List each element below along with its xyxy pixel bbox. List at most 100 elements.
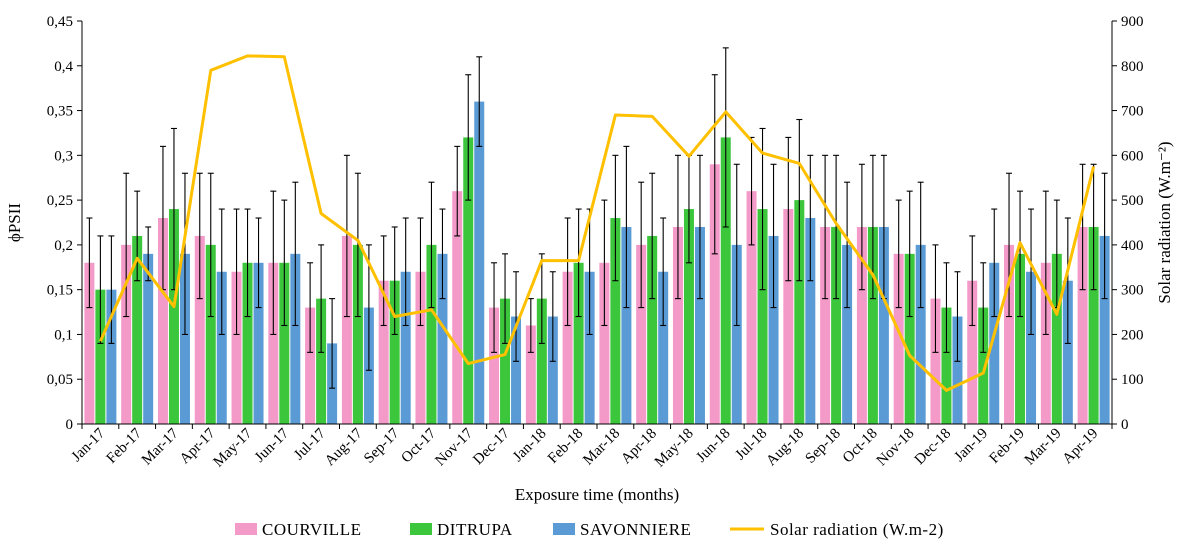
solar-radiation-line [99,54,1096,392]
bar-ditrupa-17 [720,137,731,424]
bar-ditrupa-26 [1051,253,1062,424]
bar-ditrupa-8 [389,280,400,424]
y2-tick-label-9: 900 [1121,14,1144,30]
bar-courville-16 [672,226,683,424]
bar-courville-5 [268,262,279,424]
bar-ditrupa-4 [242,262,253,424]
bar-savonniere-5 [290,253,301,424]
bar-savonniere-18 [768,235,779,424]
bar-courville-0 [84,262,95,424]
x-tick-label-12: Jan-18 [510,426,550,466]
bar-savonniere-23 [952,316,963,424]
x-tick-label-17: Jun-18 [693,426,733,466]
bar-ditrupa-7 [352,244,363,424]
bar-ditrupa-21 [867,226,878,424]
bar-savonniere-24 [989,262,1000,424]
bar-courville-14 [599,262,610,424]
bar-savonniere-21 [878,226,889,424]
y2-axis-title: Solar radiation (W.m⁻²) [1155,141,1174,303]
x-tick-label-11: Dec-17 [470,425,513,468]
x-tick-label-25: Feb-19 [986,426,1027,467]
x-tick-label-8: Sep-17 [361,425,403,467]
x-tick-label-26: Mar-19 [1022,426,1065,469]
bar-courville-12 [525,325,536,424]
bar-savonniere-8 [400,271,411,424]
bar-ditrupa-22 [904,253,915,424]
x-tick-label-21: Oct-18 [840,426,881,467]
x-tick-label-27: Apr-19 [1060,426,1102,468]
bar-courville-23 [930,298,941,424]
x-tick-label-23: Dec-18 [912,426,955,469]
bar-ditrupa-13 [573,262,584,424]
bar-courville-8 [378,280,389,424]
x-tick-label-13: Feb-18 [545,426,586,467]
bar-courville-3 [194,235,205,424]
y2-tick-label-8: 800 [1121,59,1144,75]
bar-ditrupa-5 [279,262,290,424]
legend-label-solar-radiation-w-m-2-: Solar radiation (W.m-2) [770,520,944,539]
legend-label-courville: COURVILLE [262,520,361,539]
bar-courville-17 [709,164,720,425]
bars-layer [84,101,1110,425]
bar-courville-18 [746,191,757,424]
legend-swatch-courville [235,523,257,535]
bar-courville-26 [1040,262,1051,424]
bar-courville-21 [856,226,867,424]
y2-tick-label-1: 100 [1121,372,1144,388]
y2-tick-label-6: 600 [1121,148,1144,164]
bar-courville-24 [967,280,978,424]
bar-ditrupa-27 [1088,226,1099,424]
bar-ditrupa-24 [978,307,989,424]
y-tick-label-7: 0,35 [47,104,73,120]
bar-courville-15 [636,244,647,424]
bar-savonniere-4 [253,262,264,424]
y-tick-label-4: 0,2 [54,238,73,254]
bar-savonniere-15 [658,271,669,424]
bar-courville-4 [231,271,242,424]
legend-label-ditrupa: DITRUPA [437,520,513,539]
y2-tick-label-2: 200 [1121,327,1144,343]
legend-swatch-ditrupa [410,523,432,535]
bar-savonniere-22 [915,244,926,424]
bar-ditrupa-9 [426,244,437,424]
legend-swatch-savonniere [553,523,575,535]
x-tick-label-22: Nov-18 [874,426,918,470]
y-tick-label-9: 0,45 [47,14,73,30]
x-tick-label-16: May-18 [652,426,697,471]
bar-savonniere-1 [143,253,154,424]
bar-ditrupa-20 [831,226,842,424]
bar-savonniere-2 [179,253,190,424]
bar-courville-19 [783,209,794,424]
bar-ditrupa-6 [316,298,327,424]
bar-ditrupa-23 [941,307,952,424]
bar-savonniere-11 [511,316,522,424]
bar-courville-9 [415,271,426,424]
bar-courville-22 [893,253,904,424]
y2-tick-label-4: 400 [1121,238,1144,254]
bar-savonniere-16 [694,226,705,424]
y-tick-label-3: 0,15 [47,283,73,299]
bar-ditrupa-18 [757,209,768,424]
bar-courville-1 [121,244,132,424]
x-tick-label-19: Aug-18 [763,426,807,470]
bar-savonniere-13 [584,271,595,424]
bar-courville-11 [489,307,500,424]
bar-savonniere-0 [106,289,117,424]
x-tick-label-14: Mar-18 [580,426,623,469]
bar-courville-13 [562,271,573,424]
x-tick-label-0: Jan-17 [69,425,109,465]
bar-courville-6 [305,307,316,424]
bar-courville-7 [341,235,352,424]
bar-ditrupa-3 [205,244,216,424]
y-tick-label-1: 0,05 [47,372,73,388]
bar-ditrupa-14 [610,218,621,424]
bar-savonniere-20 [842,244,853,424]
bar-ditrupa-12 [536,298,547,424]
y2-tick-label-7: 700 [1121,104,1144,120]
bar-ditrupa-10 [463,137,474,424]
bar-ditrupa-19 [794,200,805,424]
bar-ditrupa-15 [647,235,658,424]
x-tick-label-10: Nov-17 [432,425,476,469]
x-tick-label-20: Sep-18 [803,426,844,467]
